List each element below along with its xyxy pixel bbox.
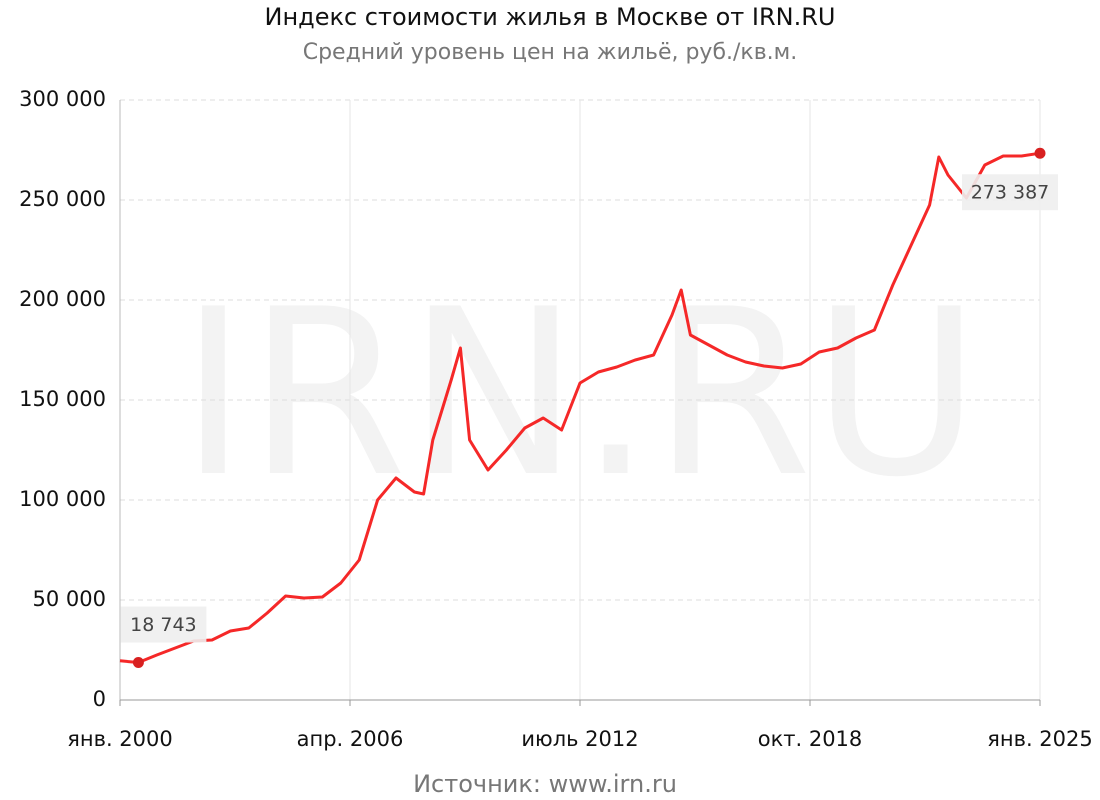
x-tick-label: апр. 2006 [297, 727, 404, 751]
point [132, 657, 144, 669]
data-label: 18 743 [130, 614, 196, 636]
y-tick-label: 150 000 [19, 387, 106, 411]
line [119, 151, 1041, 664]
data-label: 273 387 [971, 182, 1050, 204]
y-tick-label: 50 000 [33, 587, 106, 611]
y-tick-label: 200 000 [19, 287, 106, 311]
point [1034, 147, 1046, 159]
y-tick-label: 250 000 [19, 187, 106, 211]
label-box [962, 174, 1058, 211]
chart-title: Индекс стоимости жилья в Москве от IRN.R… [264, 3, 835, 31]
label-box [120, 606, 207, 643]
x-tick-label: янв. 2000 [67, 727, 173, 751]
y-tick-label: 300 000 [19, 87, 106, 111]
y-tick-label: 0 [93, 687, 106, 711]
source: Источник: www.irn.ru [413, 770, 677, 798]
x-tick-label: июль 2012 [521, 727, 638, 751]
x-tick-label: янв. 2025 [987, 727, 1093, 751]
y-tick-label: 100 000 [19, 487, 106, 511]
chart-subtitle: Средний уровень цен на жильё, руб./кв.м. [303, 40, 798, 65]
x-tick-label: окт. 2018 [758, 727, 863, 751]
